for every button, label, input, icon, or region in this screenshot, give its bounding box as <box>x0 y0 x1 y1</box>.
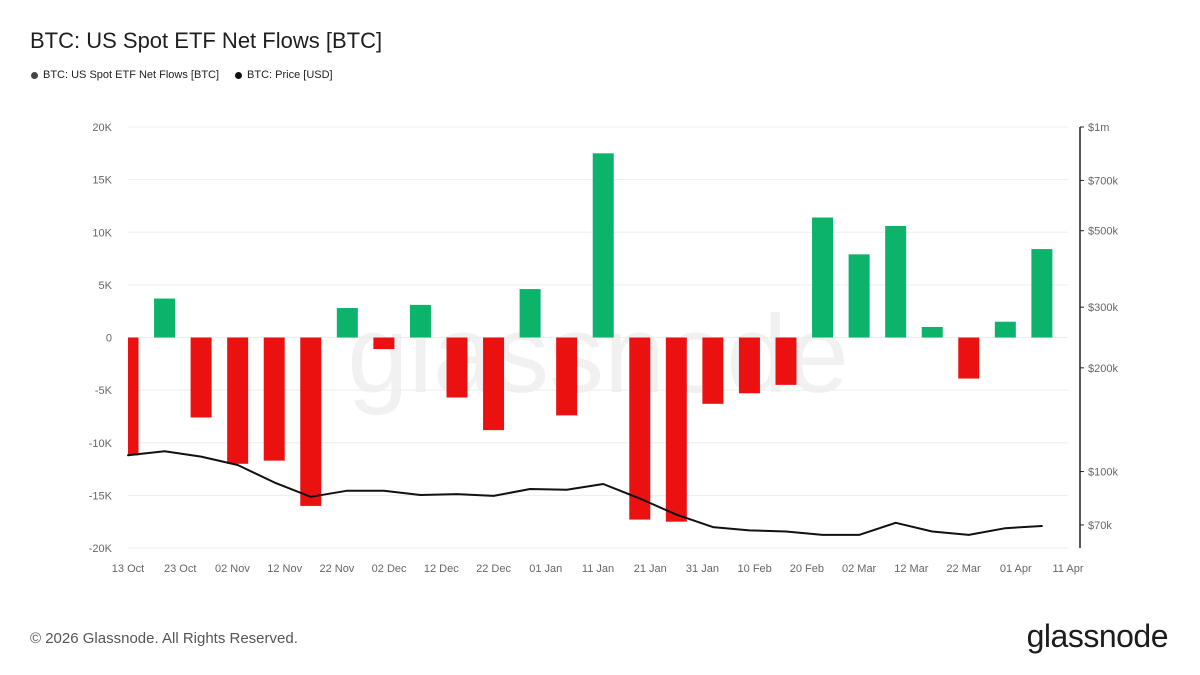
y-right-tick-label: $700k <box>1088 175 1118 187</box>
bar-inflow <box>885 225 907 338</box>
bar-outflow <box>483 337 505 431</box>
y-left-tick-label: 15K <box>92 175 112 187</box>
x-tick-label: 01 Jan <box>529 563 562 575</box>
legend-label-net-flows: BTC: US Spot ETF Net Flows [BTC] <box>43 69 220 81</box>
bar-outflow <box>300 337 322 506</box>
legend: BTC: US Spot ETF Net Flows [BTC] BTC: Pr… <box>31 69 333 81</box>
x-tick-label: 02 Mar <box>842 563 877 575</box>
x-tick-label: 22 Nov <box>319 563 354 575</box>
bar-inflow <box>1031 249 1053 338</box>
bar-outflow <box>775 337 797 385</box>
x-tick-label: 01 Apr <box>1000 563 1032 575</box>
x-tick-label: 22 Mar <box>946 563 981 575</box>
bar-inflow <box>812 217 834 338</box>
legend-item-net-flows[interactable]: BTC: US Spot ETF Net Flows [BTC] <box>31 69 219 81</box>
x-tick-label: 23 Oct <box>164 563 196 575</box>
x-tick-label: 12 Dec <box>424 563 459 575</box>
y-right-tick-label: $1m <box>1088 122 1109 134</box>
bar-outflow <box>556 337 578 416</box>
x-tick-label: 22 Dec <box>476 563 511 575</box>
y-left-tick-label: 10K <box>92 227 112 239</box>
copyright-footer: © 2026 Glassnode. All Rights Reserved. <box>30 630 298 647</box>
x-tick-label: 20 Feb <box>790 563 824 575</box>
legend-label-price: BTC: Price [USD] <box>247 69 333 81</box>
glassnode-logo[interactable]: glassnode <box>1026 618 1169 654</box>
x-tick-label: 11 Jan <box>582 563 614 575</box>
y-right-tick-label: $300k <box>1088 302 1118 314</box>
price-line <box>127 450 1043 536</box>
bar-outflow <box>190 337 212 418</box>
bar-inflow <box>921 326 943 338</box>
legend-dot-net-flows <box>31 71 38 79</box>
bar-outflow <box>702 337 724 404</box>
y-right-tick-label: $100k <box>1088 467 1118 479</box>
bar-outflow <box>958 337 980 379</box>
bar-inflow <box>336 308 358 338</box>
bar-outflow <box>629 337 651 520</box>
bar-inflow <box>848 254 870 338</box>
bar-outflow <box>373 337 395 350</box>
bar-outflow <box>263 337 285 461</box>
y-left-tick-label: -20K <box>89 543 113 555</box>
legend-dot-price <box>235 71 243 79</box>
bar-outflow <box>227 337 249 464</box>
x-tick-label: 13 Oct <box>112 563 144 575</box>
y-left-tick-label: -10K <box>89 438 113 450</box>
bar-outflow <box>446 337 468 398</box>
y-left-tick-label: 20K <box>92 122 112 134</box>
bar-group <box>128 153 1053 522</box>
y-right-tick-label: $70k <box>1088 520 1112 532</box>
y-right-tick-label: $500k <box>1088 226 1118 238</box>
y-left-tick-label: 0 <box>106 333 112 345</box>
bar-inflow <box>519 289 541 338</box>
bar-inflow <box>154 298 176 338</box>
bar-outflow <box>665 337 687 522</box>
bar-outflow <box>738 337 760 394</box>
x-tick-label: 12 Mar <box>894 563 929 575</box>
x-tick-label: 31 Jan <box>686 563 719 575</box>
x-tick-label: 12 Nov <box>267 563 302 575</box>
x-tick-label: 21 Jan <box>634 563 667 575</box>
y-left-tick-label: 5K <box>99 280 113 292</box>
x-tick-label: 10 Feb <box>738 563 772 575</box>
bar-inflow <box>592 153 614 338</box>
y-right-tick-label: $200k <box>1088 363 1118 375</box>
chart-title: BTC: US Spot ETF Net Flows [BTC] <box>30 28 383 53</box>
x-tick-label: 02 Dec <box>372 563 407 575</box>
chart-canvas: glassnode20K15K10K5K0-5K-10K-15K-20K$1m$… <box>89 122 1119 575</box>
y-left-tick-label: -15K <box>89 490 113 502</box>
legend-item-price[interactable]: BTC: Price [USD] <box>235 69 333 81</box>
x-tick-label: 02 Nov <box>215 563 250 575</box>
y-left-tick-label: -5K <box>95 385 113 397</box>
bar-outflow <box>128 337 139 456</box>
bar-inflow <box>994 321 1016 338</box>
x-tick-label: 11 Apr <box>1053 563 1084 575</box>
bar-inflow <box>409 304 431 338</box>
